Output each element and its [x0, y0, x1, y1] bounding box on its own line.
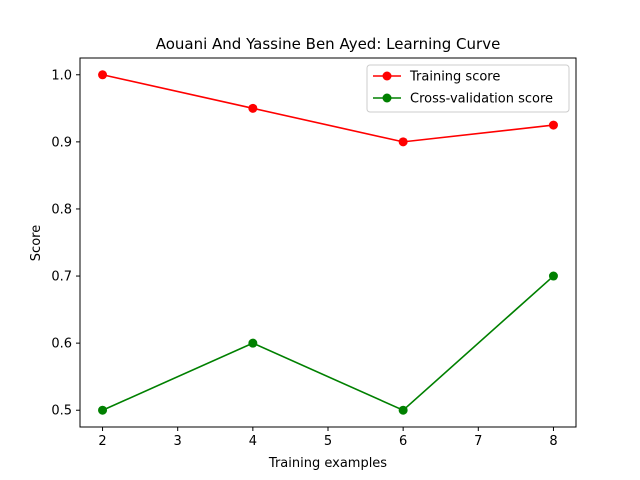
- data-point: [398, 137, 408, 147]
- y-tick-label: 0.8: [51, 202, 72, 217]
- legend-marker: [382, 71, 392, 81]
- series-1: [98, 271, 558, 415]
- series-0: [98, 70, 558, 147]
- series-line: [102, 275, 554, 412]
- data-point: [548, 120, 558, 130]
- legend: Training score Cross-validation score: [366, 64, 570, 113]
- y-tick-label: 0.6: [51, 337, 72, 352]
- series-layer: [98, 70, 558, 415]
- x-tick-label: 8: [549, 434, 557, 449]
- y-tick-label: 1.0: [51, 68, 72, 83]
- legend-item: Training score: [373, 70, 500, 85]
- y-tick-label: 0.9: [51, 135, 72, 150]
- data-point: [248, 103, 258, 113]
- x-tick-label: 4: [249, 434, 257, 449]
- legend-label: Training score: [409, 70, 500, 85]
- legend-items: Training score Cross-validation score: [373, 70, 553, 107]
- x-tick-label: 3: [174, 434, 182, 449]
- y-tick-label: 0.5: [51, 404, 72, 419]
- x-tick-label: 6: [399, 434, 407, 449]
- data-point: [248, 338, 258, 348]
- x-axis-ticks: 2 3 4 5 6 7 8: [98, 427, 558, 449]
- chart-title: Aouani And Yassine Ben Ayed: Learning Cu…: [156, 35, 501, 53]
- series-line: [102, 73, 554, 143]
- data-point: [98, 405, 108, 415]
- data-point: [548, 271, 558, 281]
- x-tick-label: 2: [98, 434, 106, 449]
- y-tick-label: 0.7: [51, 270, 72, 285]
- axes: 2 3 4 5 6 7 8 0.5 0.6 0.7 0.8 0.9 1.0: [51, 57, 577, 449]
- y-axis-label: Score: [29, 225, 44, 261]
- legend-box: [366, 64, 570, 113]
- legend-item: Cross-validation score: [373, 92, 553, 107]
- x-tick-label: 5: [324, 434, 332, 449]
- y-axis-ticks: 0.5 0.6 0.7 0.8 0.9 1.0: [51, 68, 80, 419]
- x-tick-label: 7: [474, 434, 482, 449]
- legend-marker: [382, 93, 392, 103]
- data-point: [398, 405, 408, 415]
- legend-label: Cross-validation score: [410, 92, 553, 107]
- x-axis-label: Training examples: [268, 456, 387, 471]
- data-point: [98, 70, 108, 80]
